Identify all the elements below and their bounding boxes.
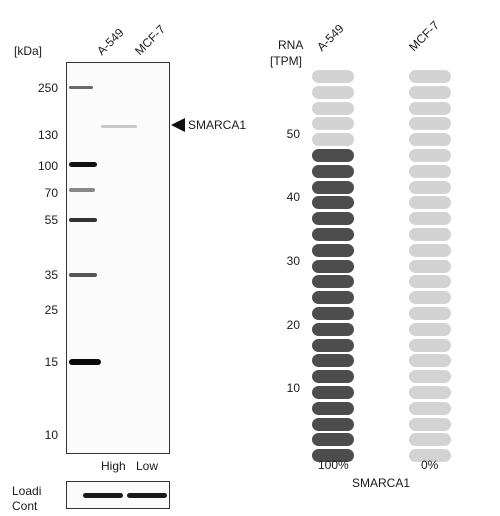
rna-pill <box>312 417 354 431</box>
ladder-band-15 <box>69 359 101 365</box>
rna-pill <box>409 164 451 178</box>
rna-pill <box>312 196 354 210</box>
rna-pill <box>409 243 451 257</box>
target-arrow-icon <box>171 118 185 132</box>
loading-control-label-2: Cont <box>12 499 38 513</box>
rna-tick-50: 50 <box>286 127 300 141</box>
rna-pill <box>409 370 451 384</box>
rna-pill <box>409 228 451 241</box>
rna-pill <box>409 401 451 415</box>
rna-pill <box>409 417 451 431</box>
marker-25: 25 <box>44 303 58 317</box>
target-label: SMARCA1 <box>188 118 247 132</box>
rna-bar-mcf7 <box>409 0 451 516</box>
expression-label-high: High <box>101 459 126 473</box>
rna-pill <box>409 259 451 273</box>
loading-control-label-1: Loadi <box>12 484 42 498</box>
ladder-band-250 <box>69 86 93 89</box>
rna-pill <box>409 117 451 131</box>
loading-band-a549 <box>83 493 123 498</box>
rna-pill <box>312 338 354 352</box>
rna-pill <box>312 449 354 463</box>
rna-pill <box>312 101 354 115</box>
rna-pill <box>409 133 451 147</box>
rna-gene-label: SMARCA1 <box>352 476 411 490</box>
rna-tick-20: 20 <box>286 318 300 332</box>
rna-pill <box>312 180 354 194</box>
rna-tick-30: 30 <box>286 254 300 268</box>
rna-pill <box>312 149 354 162</box>
marker-55: 55 <box>44 213 58 227</box>
western-blot-membrane <box>66 62 170 454</box>
ladder-band-35 <box>69 273 97 277</box>
marker-130: 130 <box>37 128 58 142</box>
rna-percent-a549: 100% <box>318 458 349 472</box>
ladder-band-100 <box>69 162 97 167</box>
rna-pill <box>312 291 354 305</box>
rna-pill <box>312 212 354 226</box>
rna-pill <box>409 291 451 305</box>
rna-pill <box>312 322 354 336</box>
rna-pill <box>409 212 451 226</box>
rna-pill <box>312 386 354 399</box>
rna-pill <box>409 85 451 99</box>
rna-pill <box>409 433 451 447</box>
ladder-band-55 <box>69 218 97 222</box>
marker-10: 10 <box>44 428 58 442</box>
rna-pill <box>312 164 354 178</box>
marker-35: 35 <box>44 268 58 282</box>
marker-15: 15 <box>44 355 58 369</box>
marker-100: 100 <box>37 159 58 173</box>
rna-pill <box>409 322 451 336</box>
target-band-a549 <box>101 125 137 128</box>
rna-pill <box>409 449 451 463</box>
rna-pill <box>312 259 354 273</box>
rna-pill <box>312 370 354 384</box>
rna-header-line2: [TPM] <box>270 54 302 68</box>
rna-pill <box>312 401 354 415</box>
expression-label-low: Low <box>136 459 159 473</box>
rna-pill <box>312 354 354 368</box>
loading-band-mcf7 <box>127 493 167 498</box>
rna-pill <box>409 386 451 399</box>
rna-pill <box>312 307 354 320</box>
rna-pill <box>409 354 451 368</box>
lane-label-a549: A-549 <box>94 25 127 59</box>
ladder-band-70 <box>69 188 95 192</box>
rna-pill <box>409 307 451 320</box>
rna-pill <box>409 338 451 352</box>
marker-70: 70 <box>44 186 58 200</box>
rna-pill <box>409 101 451 115</box>
lane-label-mcf7: MCF-7 <box>132 22 168 59</box>
rna-pill <box>312 228 354 241</box>
rna-pill <box>409 196 451 210</box>
rna-pill <box>409 180 451 194</box>
marker-250: 250 <box>37 81 58 95</box>
rna-pill <box>312 433 354 447</box>
rna-tick-10: 10 <box>286 381 300 395</box>
kda-header: [kDa] <box>14 44 43 58</box>
rna-pill <box>312 85 354 99</box>
rna-pill <box>409 275 451 289</box>
rna-pill <box>409 149 451 162</box>
rna-pill <box>312 117 354 131</box>
rna-header-line1: RNA <box>278 38 304 52</box>
rna-percent-mcf7: 0% <box>421 458 439 472</box>
rna-pill <box>312 243 354 257</box>
rna-bar-a549 <box>312 0 354 516</box>
rna-pill <box>409 70 451 83</box>
rna-pill <box>312 275 354 289</box>
rna-pill <box>312 133 354 147</box>
rna-pill <box>312 70 354 83</box>
rna-tick-40: 40 <box>286 190 300 204</box>
loading-control-membrane <box>66 481 170 509</box>
